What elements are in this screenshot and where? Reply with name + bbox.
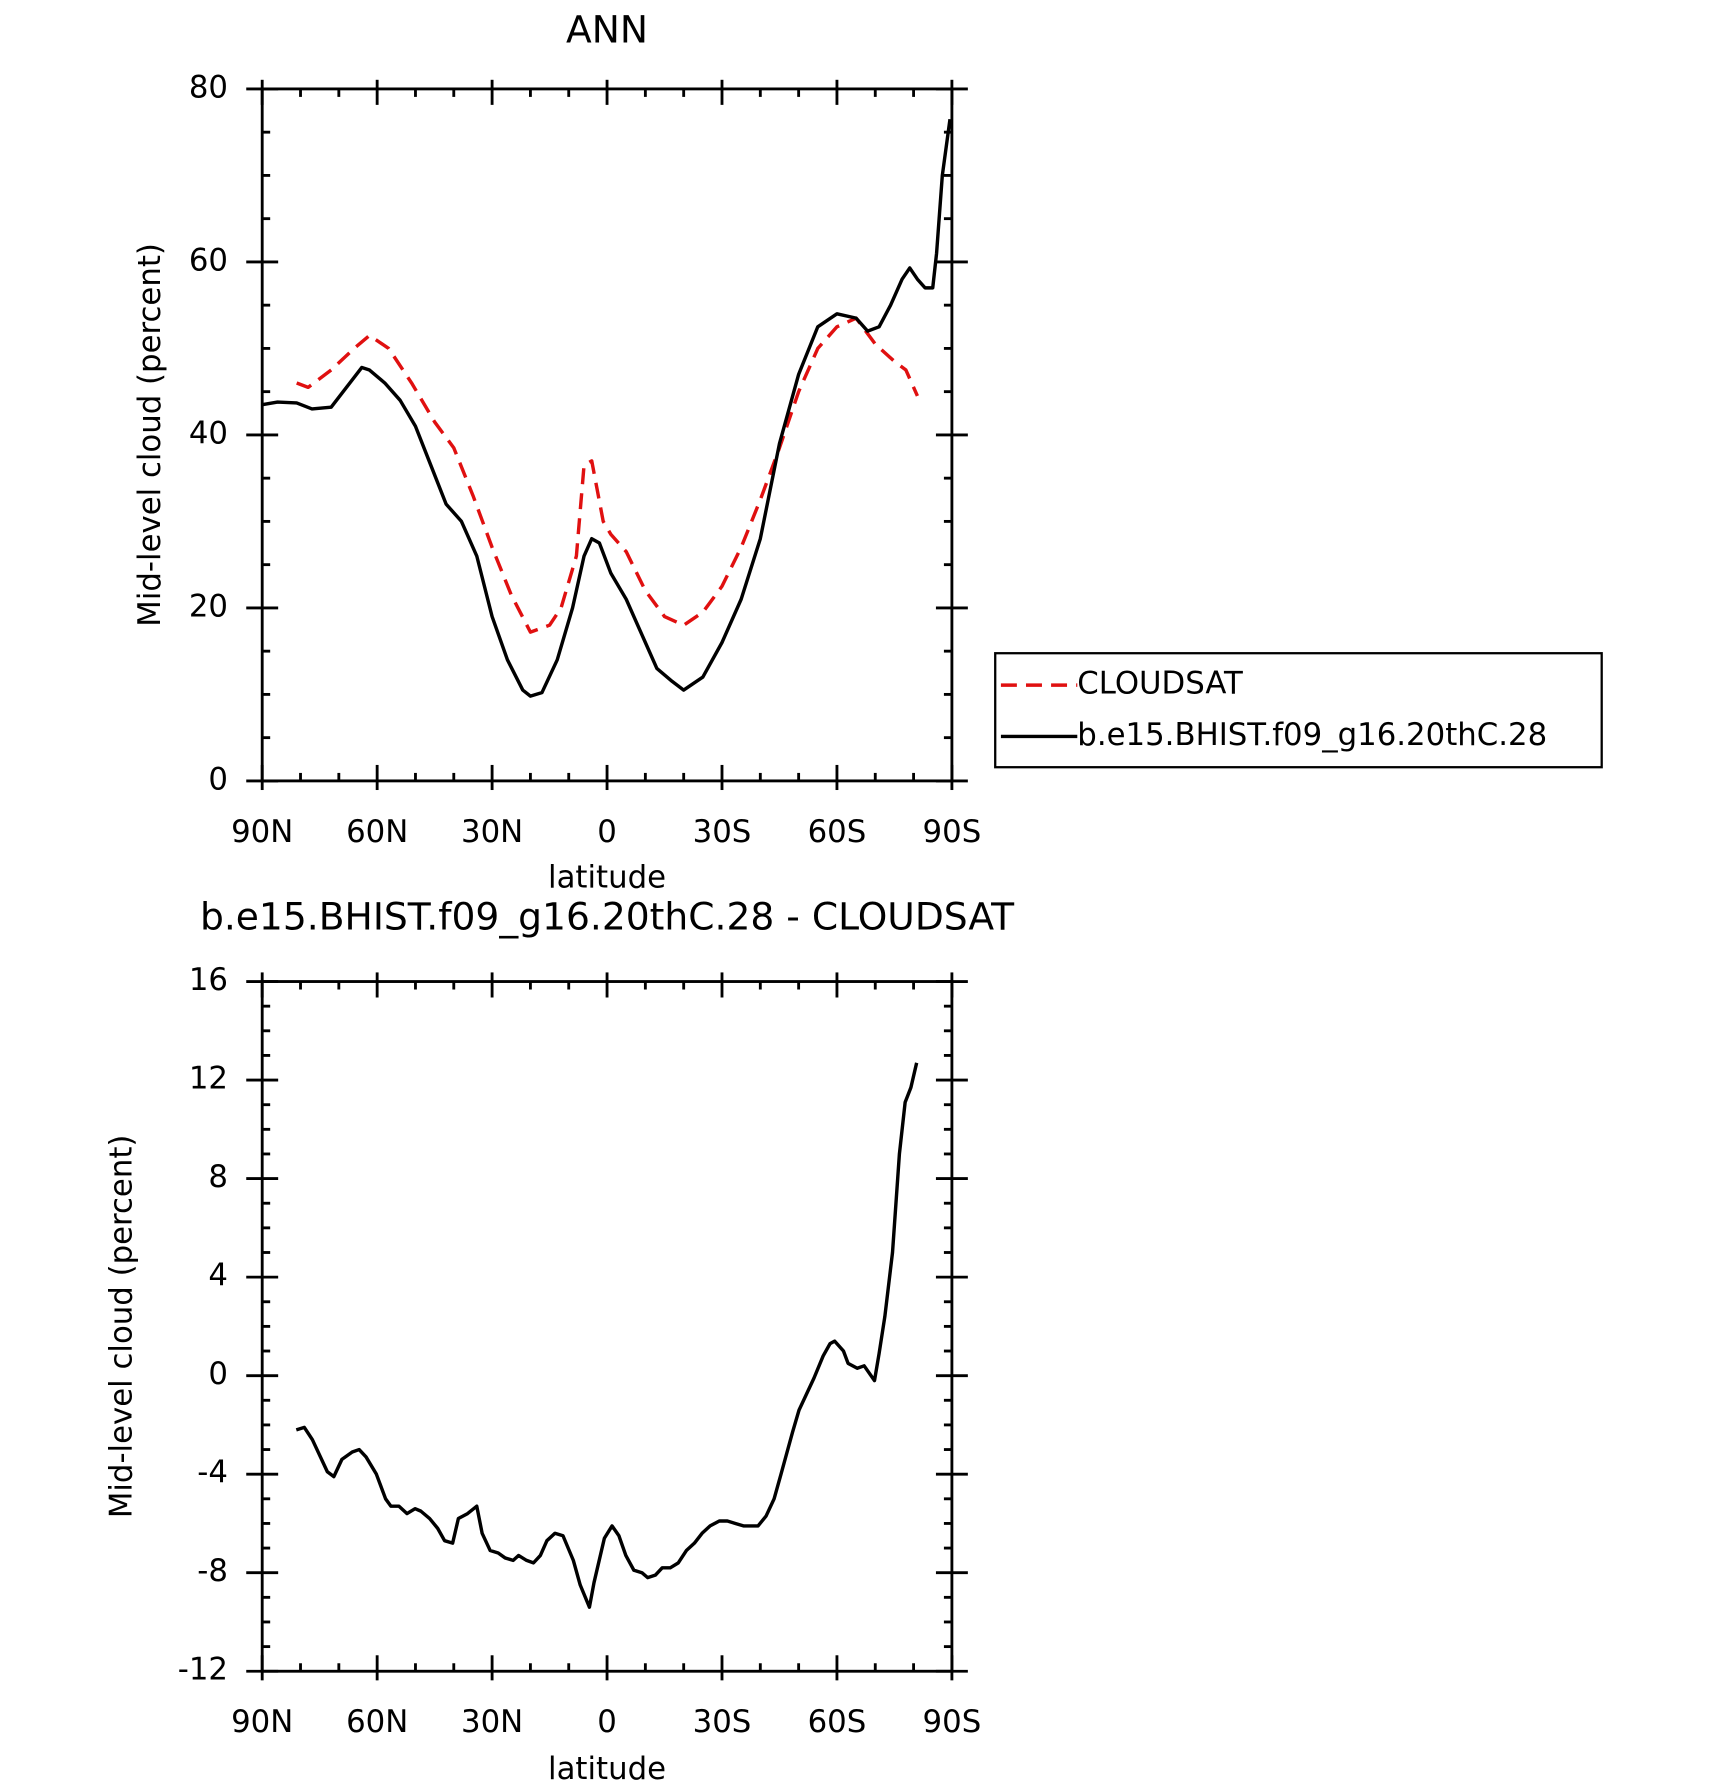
series-line	[261, 118, 952, 698]
legend-label: CLOUDSAT	[1077, 666, 1243, 702]
x-axis-label: latitude	[548, 1751, 666, 1787]
y-tick-label: 80	[189, 69, 228, 105]
y-tick-label: 8	[208, 1159, 228, 1195]
x-tick-label: 90N	[231, 1704, 293, 1740]
legend-box	[994, 652, 1603, 769]
legend-label: b.e15.BHIST.f09_g16.20thC.28	[1077, 717, 1547, 753]
y-tick-label: -12	[178, 1652, 228, 1688]
x-tick-label: 30S	[693, 814, 752, 850]
x-tick-label: 60S	[808, 814, 867, 850]
series-line	[295, 1062, 919, 1609]
x-tick-label: 60N	[346, 814, 408, 850]
chart-title: b.e15.BHIST.f09_g16.20thC.28 - CLOUDSAT	[200, 894, 1015, 938]
x-tick-label: 90S	[923, 1704, 982, 1740]
y-tick-label: 20	[189, 588, 228, 624]
y-axis-label: Mid-level cloud (percent)	[132, 243, 168, 627]
y-tick-label: 12	[189, 1061, 228, 1097]
y-tick-label: -4	[197, 1455, 228, 1491]
x-tick-label: 0	[597, 1704, 617, 1740]
x-axis-label: latitude	[548, 859, 666, 895]
series-line	[296, 316, 919, 634]
y-tick-label: 40	[189, 415, 228, 451]
x-tick-label: 30N	[461, 1704, 523, 1740]
y-axis-label: Mid-level cloud (percent)	[104, 1135, 140, 1519]
y-tick-label: 16	[189, 962, 228, 998]
x-tick-label: 30N	[461, 814, 523, 850]
plot-frame	[260, 87, 954, 783]
x-tick-label: 90N	[231, 814, 293, 850]
x-tick-label: 60N	[346, 1704, 408, 1740]
x-tick-label: 60S	[808, 1704, 867, 1740]
plot-frame	[260, 980, 954, 1673]
y-tick-label: -8	[197, 1553, 228, 1589]
y-tick-label: 4	[208, 1258, 228, 1294]
x-tick-label: 30S	[693, 1704, 752, 1740]
x-tick-label: 0	[597, 814, 617, 850]
y-tick-label: 60	[189, 242, 228, 278]
x-tick-label: 90S	[923, 814, 982, 850]
y-tick-label: 0	[208, 761, 228, 797]
chart-title: ANN	[566, 7, 648, 51]
y-tick-label: 0	[208, 1356, 228, 1392]
